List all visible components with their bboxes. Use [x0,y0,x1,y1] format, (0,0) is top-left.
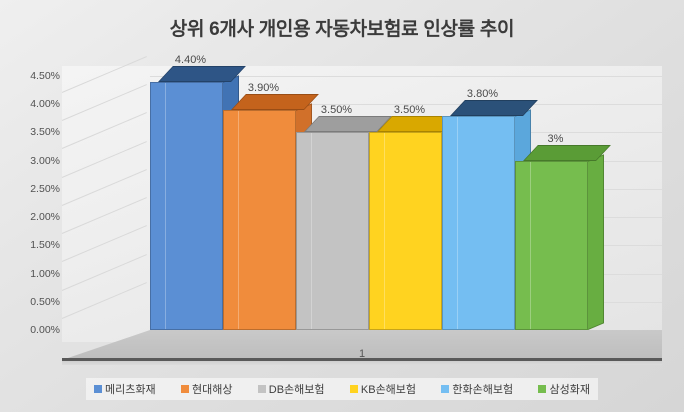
legend-item[interactable]: 삼성화재 [538,381,590,397]
bars-layer: 4.40% 3.90% 3.50% 3.50% 3.80% 3% [62,54,662,342]
chart-legend: 메리츠화재 현대해상 DB손해보험 KB손해보험 한화손해보험 삼성화재 [86,378,598,400]
x-axis-tick-label: 1 [358,348,366,360]
legend-label: DB손해보험 [268,384,325,396]
bar-inner-edge [311,133,312,329]
chart-title: 상위 6개사 개인용 자동차보험료 인상률 추이 [169,19,515,40]
bar-front-face [150,81,223,330]
legend-label: KB손해보험 [360,384,417,396]
bar-front-face [442,115,515,330]
y-axis-tick-label: 1.00% [30,267,60,280]
legend-item[interactable]: KB손해보험 [349,381,417,397]
y-axis-tick-label: 4.50% [30,70,60,82]
y-axis-tick-label: 0.00% [30,324,60,336]
bar-inner-edge [238,110,239,329]
bar-top-face [231,93,319,110]
legend-swatch-icon [257,385,266,393]
bar-column[interactable] [150,65,246,330]
legend-swatch-icon [441,385,450,393]
y-axis-tick-label: 0.50% [30,295,60,308]
bar-data-label: 3.90% [247,81,280,94]
legend-swatch-icon [538,385,547,393]
bar-inner-edge [384,133,385,329]
legend-label: 메리츠화재 [105,384,156,396]
chart-floor-edge [62,358,662,361]
bar-front-face [369,132,442,330]
bar-inner-edge [457,116,458,329]
legend-label: 현대해상 [191,384,233,396]
y-axis-tick-label: 4.00% [30,98,60,111]
gridline [150,104,662,106]
bar-top-face [523,144,611,161]
y-axis-tick-label: 3.50% [30,126,60,139]
legend-swatch-icon [349,385,358,393]
bar-front-face [296,132,369,330]
legend-swatch-icon [94,385,102,393]
y-axis-tick-label: 2.00% [30,211,60,224]
gridline [150,76,662,77]
bar-side-face [588,153,604,330]
bar-top-face [450,99,538,116]
bar-inner-edge [530,161,531,329]
y-axis-tick-label: 1.50% [30,239,60,252]
legend-swatch-icon [180,385,189,393]
bar-front-face [223,109,296,330]
chart-floor [62,330,662,360]
bar-data-label: 3% [547,132,564,145]
legend-item[interactable]: 현대해상 [180,381,233,397]
legend-item[interactable]: 메리츠화재 [94,381,156,397]
bar-column[interactable] [442,99,538,330]
bar-data-label: 3.80% [466,87,499,100]
legend-label: 한화손해보험 [452,384,514,396]
plot-area: 4.40% 3.90% 3.50% 3.50% 3.80% 3% [61,54,662,365]
y-axis-tick-label: 2.50% [30,182,60,195]
bar-front-face [515,160,588,330]
chart-floor-shadow [62,361,662,365]
y-axis: 0.00% 0.50% 1.00% 1.50% 2.00% 2.50% 3.00% 3.50%… [2,66,60,342]
legend-item[interactable]: DB손해보험 [257,381,325,397]
bar-column[interactable] [515,144,611,330]
legend-item[interactable]: 한화손해보험 [441,381,513,397]
y-axis-tick-label: 3.00% [30,154,60,167]
bar-data-label: 4.40% [174,53,207,66]
bar-column[interactable] [223,93,319,330]
legend-label: 삼성화재 [549,384,590,396]
bar-data-label: 3.50% [393,104,426,117]
bar-top-face [158,65,246,82]
bar-column[interactable] [369,116,465,330]
bar-data-label: 3.50% [320,104,353,117]
bar-column[interactable] [296,116,392,330]
bar-inner-edge [165,82,166,329]
